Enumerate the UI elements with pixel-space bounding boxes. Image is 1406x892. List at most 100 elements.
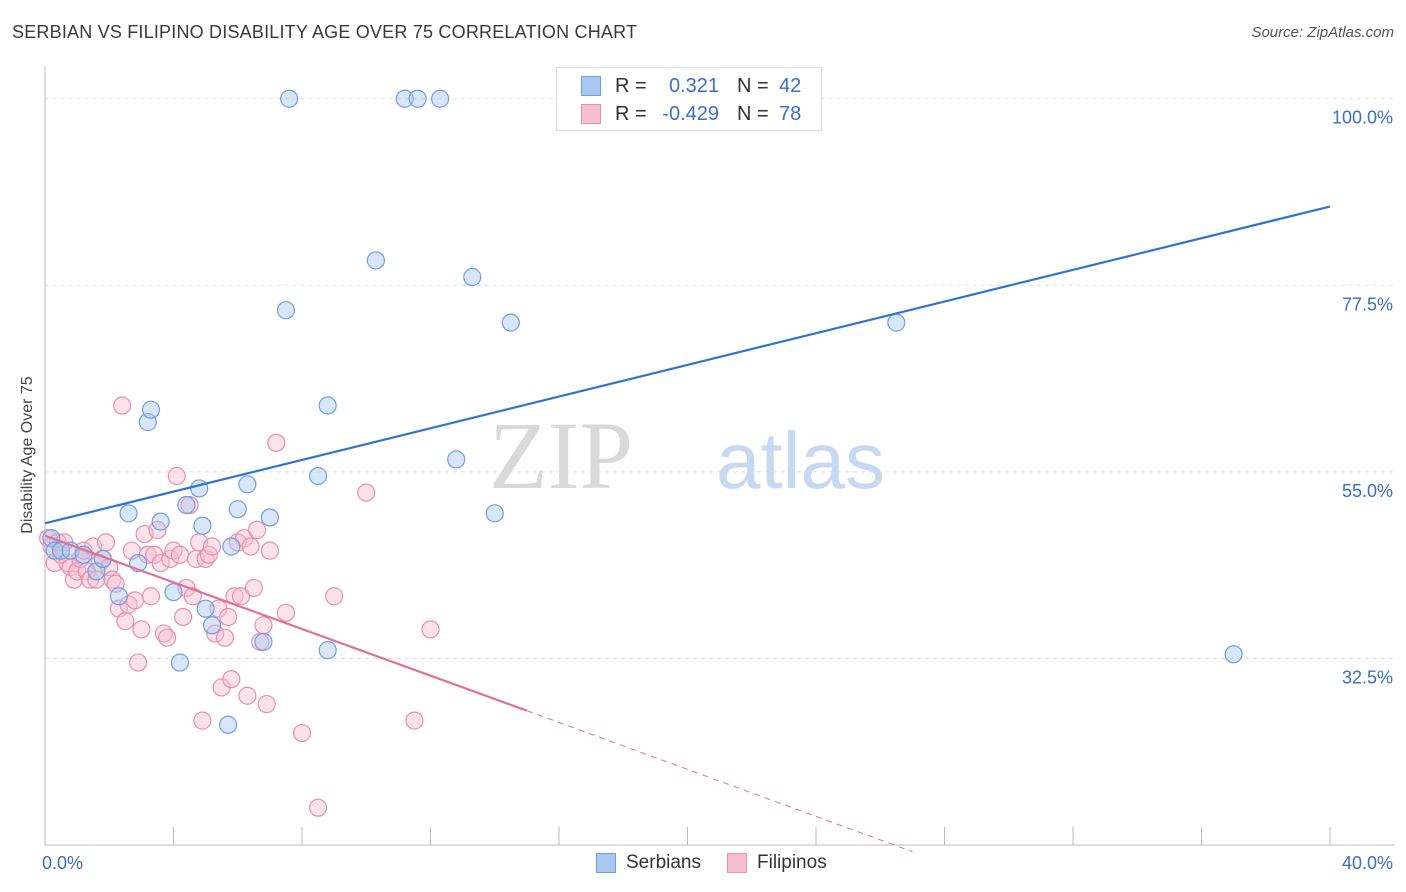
filipino-point: [112, 396, 132, 415]
serbian-point: [463, 267, 482, 287]
serbian-point: [219, 715, 238, 734]
legend-row-serbians: R = 0.321 N = 42: [581, 74, 801, 98]
serbian-point: [887, 313, 906, 332]
serbian-point: [222, 537, 241, 556]
filipino-point: [167, 466, 186, 486]
axes: [44, 66, 1395, 846]
legend-n-value: 42: [779, 74, 802, 97]
filipino-point: [357, 483, 376, 502]
filipino-point: [96, 533, 116, 552]
serbian-point: [196, 599, 215, 618]
legend-swatch-serbians: [581, 76, 601, 96]
legend-item-filipinos[interactable]: Filipinos: [727, 852, 827, 874]
filipino-point: [405, 711, 424, 730]
legend-label-serbians: Serbians: [626, 852, 701, 873]
serbian-point: [238, 475, 257, 494]
y-tick-label: 55.0%: [1342, 481, 1393, 501]
filipino-point: [174, 607, 193, 627]
legend-swatch-filipinos: [581, 104, 601, 124]
filipino-point: [267, 433, 286, 452]
filipino-point: [170, 545, 190, 564]
filipinos-trend-line: [526, 710, 913, 853]
x-tick-label: 0.0%: [42, 853, 83, 873]
serbian-point: [276, 301, 296, 320]
filipino-point: [308, 798, 328, 817]
legend-row-filipinos: R = -0.429 N = 78: [581, 102, 801, 126]
filipino-point: [151, 553, 170, 573]
serbian-point: [170, 653, 190, 672]
serbian-point: [318, 396, 337, 415]
filipino-point: [219, 607, 238, 627]
filipino-point: [254, 616, 273, 635]
filipino-point: [125, 591, 145, 610]
filipino-point: [215, 628, 234, 647]
filipino-point: [231, 587, 251, 606]
serbian-point: [318, 641, 337, 660]
legend-r-value: -0.429: [662, 102, 719, 125]
serbian-point: [228, 500, 247, 519]
y-tick-label: 100.0%: [1332, 108, 1393, 128]
filipino-point: [276, 603, 296, 622]
serbian-point: [447, 450, 466, 469]
serbian-point: [485, 504, 504, 523]
filipino-point: [129, 653, 148, 672]
legend-item-serbians[interactable]: Serbians: [596, 852, 701, 874]
serbian-point: [431, 89, 450, 108]
serbian-point: [501, 313, 520, 332]
serbian-point: [164, 582, 183, 602]
legend-n-label: N =: [737, 102, 769, 125]
filipino-point: [193, 711, 212, 730]
y-tick-label: 32.5%: [1342, 667, 1393, 687]
filipino-point: [292, 723, 312, 743]
serbian-point: [366, 251, 385, 270]
filipino-point: [325, 587, 344, 606]
serbian-point: [109, 587, 128, 606]
y-tick-label: 77.5%: [1342, 294, 1393, 314]
serbian-point: [202, 616, 222, 635]
serbian-point: [193, 516, 212, 535]
watermark-atlas: atlas: [716, 416, 885, 505]
watermark-zip: ZIP: [489, 402, 633, 509]
filipino-point: [241, 537, 260, 556]
legend-r-label: R =: [615, 102, 647, 125]
legend-swatch-filipinos: [727, 853, 747, 873]
legend-r-value: 0.321: [668, 74, 719, 97]
serbian-point: [141, 400, 161, 419]
gridlines: [45, 98, 1395, 659]
serbian-point: [177, 495, 196, 515]
serbian-point: [254, 632, 273, 651]
serbian-point: [280, 89, 299, 108]
filipinos-trend-line: [44, 534, 528, 712]
filipino-point: [257, 694, 276, 714]
source-credit: Source: ZipAtlas.com: [1251, 24, 1394, 41]
legend-label-filipinos: Filipinos: [757, 852, 827, 873]
filipino-point: [238, 686, 257, 705]
serbian-point: [190, 479, 209, 498]
filipino-point: [116, 612, 135, 631]
serbian-point: [260, 508, 279, 527]
tick-labels: 32.5% 55.0% 77.5% 100.0% 0.0% 40.0%: [42, 108, 1393, 873]
filipino-point: [202, 537, 222, 556]
series-legend: Serbians Filipinos: [596, 852, 853, 874]
filipino-point: [260, 541, 279, 560]
filipino-point: [222, 670, 241, 689]
serbian-point: [45, 541, 64, 560]
legend-swatch-serbians: [596, 853, 616, 873]
serbian-point: [308, 466, 328, 486]
trend-lines: [44, 205, 1331, 853]
legend-n-value: 78: [779, 102, 802, 125]
filipino-point: [244, 578, 263, 598]
serbian-point: [1224, 645, 1243, 664]
serbian-point: [119, 504, 138, 523]
filipino-point: [141, 587, 161, 606]
filipino-point: [132, 620, 151, 639]
serbians-trend-line: [44, 205, 1331, 525]
filipino-point: [421, 620, 440, 639]
chart-title: SERBIAN VS FILIPINO DISABILITY AGE OVER …: [12, 22, 638, 42]
serbian-point: [395, 89, 414, 108]
correlation-legend: R = 0.321 N = 42 R = -0.429 N = 78: [556, 67, 822, 131]
watermark: ZIP atlas: [489, 402, 885, 509]
legend-n-label: N =: [737, 74, 769, 97]
serbian-point: [151, 512, 170, 531]
